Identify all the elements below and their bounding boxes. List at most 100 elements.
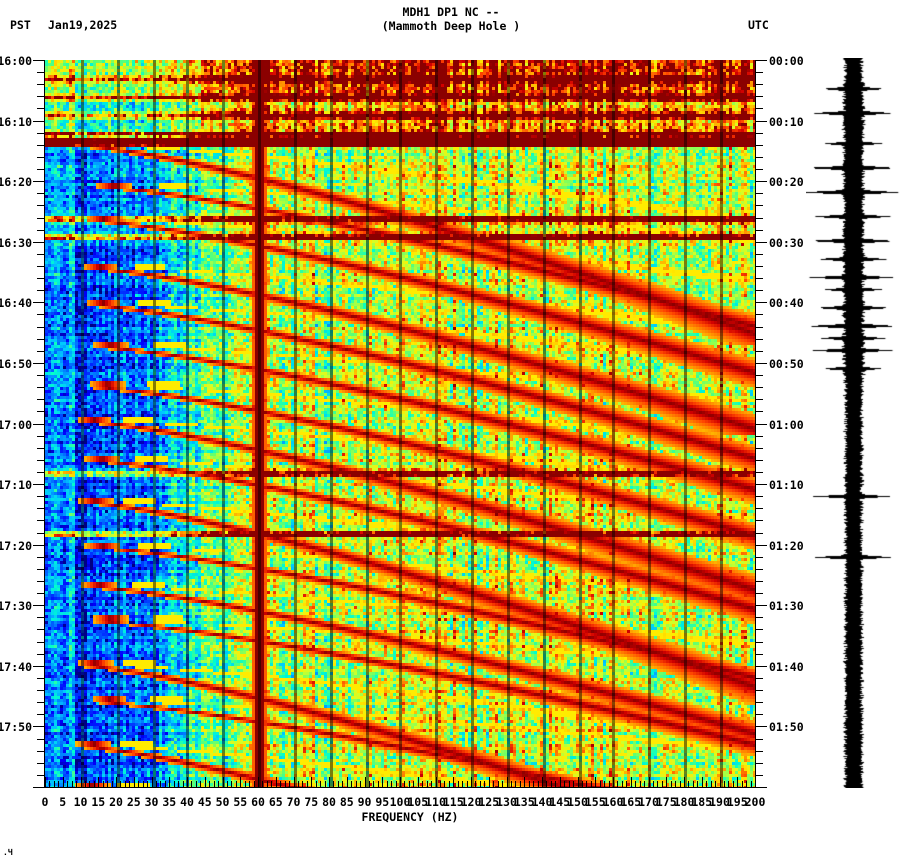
time-label-right: 00:10: [769, 115, 804, 129]
time-tick-minor: [37, 266, 44, 267]
freq-tick-major: [45, 777, 46, 787]
time-tick-minor: [37, 230, 44, 231]
time-tick-minor: [756, 169, 763, 170]
time-tick-minor: [37, 654, 44, 655]
freq-tick-minor: [564, 781, 565, 787]
time-tick-minor: [37, 375, 44, 376]
time-tick-major: [756, 787, 767, 788]
time-tick-minor: [756, 351, 763, 352]
time-tick-minor: [756, 133, 763, 134]
time-tick-minor: [37, 72, 44, 73]
time-tick-minor: [37, 351, 44, 352]
freq-tick-minor: [551, 781, 552, 787]
time-tick-minor: [37, 327, 44, 328]
time-tick-minor: [756, 690, 763, 691]
time-tick-minor: [756, 72, 763, 73]
time-tick-minor: [37, 411, 44, 412]
time-label-right: 00:00: [769, 54, 804, 68]
freq-tick-minor: [72, 781, 73, 787]
freq-tick-minor: [662, 781, 663, 787]
time-tick-major: [33, 302, 44, 303]
time-tick-minor: [756, 436, 763, 437]
freq-tick-minor: [378, 781, 379, 787]
frequency-label: 65: [268, 795, 283, 809]
freq-tick-minor: [657, 781, 658, 787]
frequency-label: 130: [496, 795, 517, 809]
freq-tick-minor: [671, 781, 672, 787]
seismogram-trace: [806, 58, 902, 788]
freq-tick-minor: [178, 781, 179, 787]
frequency-label: 20: [109, 795, 123, 809]
freq-tick-minor: [387, 781, 388, 787]
freq-tick-minor: [751, 781, 752, 787]
frequency-label: 145: [549, 795, 571, 809]
time-tick-minor: [756, 266, 763, 267]
time-tick-major: [33, 726, 44, 727]
time-label-right: 00:50: [769, 357, 804, 371]
time-tick-minor: [756, 375, 763, 376]
time-tick-major: [33, 666, 44, 667]
freq-tick-minor: [200, 781, 201, 787]
time-tick-major: [756, 726, 767, 727]
freq-tick-minor: [156, 781, 157, 787]
time-tick-minor: [37, 96, 44, 97]
time-tick-minor: [37, 84, 44, 85]
time-tick-minor: [756, 278, 763, 279]
freq-tick-major: [524, 777, 525, 787]
freq-tick-minor: [413, 781, 414, 787]
time-tick-minor: [756, 108, 763, 109]
freq-tick-major: [595, 777, 596, 787]
time-label-left: 16:00: [0, 54, 32, 68]
time-tick-minor: [37, 617, 44, 618]
time-label-left: 16:20: [0, 175, 32, 189]
frequency-label: 180: [673, 795, 695, 809]
freq-tick-major: [63, 777, 64, 787]
time-tick-minor: [37, 569, 44, 570]
frequency-label: 100: [389, 795, 411, 809]
time-tick-major: [33, 121, 44, 122]
time-axis-left: [44, 60, 45, 788]
time-tick-minor: [37, 690, 44, 691]
frequency-label: 70: [286, 795, 301, 809]
spectrogram-plot: [45, 60, 755, 787]
frequency-label: 135: [513, 795, 535, 809]
time-tick-major: [756, 121, 767, 122]
time-tick-minor: [756, 411, 763, 412]
freq-tick-minor: [458, 781, 459, 787]
freq-tick-minor: [369, 781, 370, 787]
time-label-left: 17:40: [0, 660, 32, 674]
time-label-left: 16:10: [0, 115, 32, 129]
time-tick-minor: [37, 193, 44, 194]
time-tick-minor: [756, 387, 763, 388]
time-label-right: 01:30: [769, 599, 804, 613]
time-tick-minor: [756, 569, 763, 570]
time-label-left: 16:40: [0, 296, 32, 310]
time-label-right: 00:30: [769, 236, 804, 250]
freq-tick-minor: [391, 781, 392, 787]
freq-tick-minor: [396, 781, 397, 787]
frequency-label: 105: [407, 795, 429, 809]
freq-tick-major: [720, 777, 721, 787]
freq-tick-major: [134, 777, 135, 787]
freq-tick-minor: [67, 781, 68, 787]
freq-tick-minor: [409, 781, 410, 787]
freq-tick-minor: [444, 781, 445, 787]
freq-tick-minor: [449, 781, 450, 787]
freq-tick-minor: [138, 781, 139, 787]
freq-tick-minor: [360, 781, 361, 787]
time-tick-minor: [37, 533, 44, 534]
frequency-label: 165: [620, 795, 642, 809]
time-tick-major: [756, 666, 767, 667]
time-tick-minor: [756, 218, 763, 219]
freq-tick-minor: [569, 781, 570, 787]
time-tick-minor: [756, 739, 763, 740]
time-tick-major: [756, 302, 767, 303]
freq-tick-major: [453, 777, 454, 787]
freq-tick-minor: [174, 781, 175, 787]
time-tick-minor: [37, 763, 44, 764]
freq-tick-minor: [325, 781, 326, 787]
freq-tick-minor: [724, 781, 725, 787]
freq-tick-minor: [404, 781, 405, 787]
time-tick-major: [33, 60, 44, 61]
time-tick-minor: [756, 193, 763, 194]
